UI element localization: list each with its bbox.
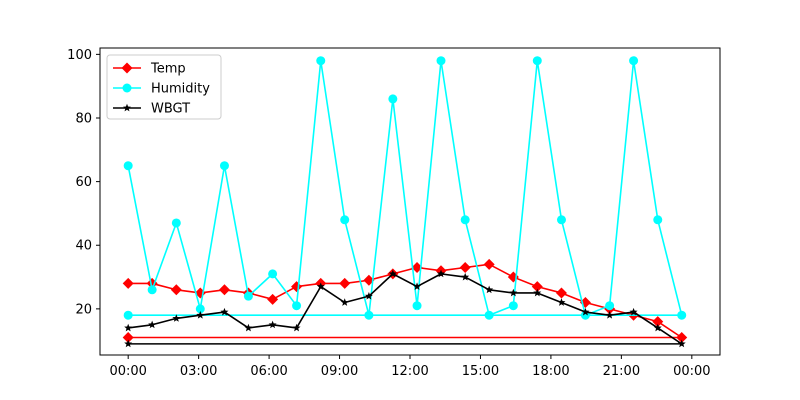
point-humidity-21	[629, 56, 639, 66]
point-humidity-closing	[123, 310, 133, 320]
point-humidity-8	[316, 56, 326, 66]
point-wbgt-16	[509, 288, 518, 297]
point-humidity-15	[484, 310, 494, 320]
x-tick-label: 06:00	[250, 364, 287, 379]
point-wbgt-15	[485, 285, 494, 294]
x-tick-label: 15:00	[462, 364, 499, 379]
legend-swatch-marker	[121, 62, 133, 74]
x-tick-label: 21:00	[603, 364, 640, 379]
y-tick-label: 60	[75, 175, 92, 190]
point-wbgt-4	[220, 307, 229, 316]
point-wbgt-10	[364, 291, 373, 300]
point-humidity-0	[123, 161, 133, 171]
point-wbgt-closing	[124, 339, 133, 348]
point-humidity-10	[364, 310, 374, 320]
point-humidity-6	[268, 269, 278, 279]
point-wbgt-13	[437, 269, 445, 278]
legend-swatch-marker	[122, 83, 132, 93]
y-tick-label: 20	[75, 302, 92, 317]
point-temp-4	[218, 284, 230, 296]
y-tick-label: 100	[67, 48, 92, 63]
point-wbgt-9	[340, 298, 349, 306]
x-tick-label: 00:00	[109, 364, 146, 379]
point-temp-14	[459, 262, 471, 274]
point-temp-9	[339, 277, 351, 289]
series-line-temp	[128, 263, 683, 339]
point-wbgt-6	[268, 320, 277, 329]
point-temp-6	[267, 293, 279, 305]
legend-label: WBGT	[151, 102, 190, 117]
point-temp-17	[531, 281, 543, 293]
point-humidity-18	[556, 215, 566, 225]
point-temp-22	[652, 316, 664, 328]
point-wbgt-0	[124, 323, 133, 332]
point-humidity-4	[219, 161, 229, 171]
point-wbgt-5	[244, 323, 253, 332]
point-temp-15	[483, 258, 495, 270]
point-wbgt-12	[413, 282, 422, 290]
point-wbgt-21	[629, 307, 638, 316]
point-wbgt-17	[533, 288, 542, 297]
point-wbgt-11	[388, 269, 397, 278]
x-tick-label: 03:00	[180, 364, 217, 379]
series-humidity	[123, 56, 687, 320]
point-temp-10	[363, 274, 375, 286]
point-humidity-7	[292, 301, 302, 311]
legend-entry-humidity: Humidity	[113, 82, 210, 97]
point-humidity-23	[677, 310, 687, 320]
legend-entry-wbgt: WBGT	[113, 102, 190, 117]
point-humidity-2	[171, 218, 181, 228]
point-wbgt-22	[653, 323, 662, 332]
legend-label: Temp	[150, 62, 186, 77]
x-tick-label: 18:00	[532, 364, 569, 379]
point-temp-23	[676, 332, 688, 344]
point-wbgt-2	[172, 314, 181, 322]
point-temp-0	[122, 277, 134, 289]
point-humidity-1	[147, 285, 157, 295]
point-wbgt-19	[581, 307, 590, 316]
point-temp-closing	[122, 332, 134, 344]
point-humidity-11	[388, 94, 398, 104]
point-wbgt-14	[461, 272, 470, 281]
point-humidity-17	[532, 56, 542, 66]
point-humidity-5	[243, 291, 253, 301]
point-wbgt-1	[148, 320, 157, 329]
ticks: 00:00 03:00 06:00 09:00 12:00 15:00 18:00 21:00…	[67, 48, 710, 379]
x-tick-label: 12:00	[391, 364, 428, 379]
point-wbgt-18	[557, 298, 566, 306]
point-temp-2	[170, 284, 182, 296]
point-humidity-20	[605, 301, 615, 311]
legend-entry-temp: Temp	[113, 62, 186, 77]
legend-label: Humidity	[151, 82, 210, 97]
x-tick-label: 09:00	[321, 364, 358, 379]
point-temp-7	[291, 281, 303, 293]
point-humidity-12	[412, 301, 422, 311]
point-humidity-14	[460, 215, 470, 225]
y-tick-label: 40	[75, 239, 92, 254]
legend: Temp Humidity WBGT	[106, 54, 222, 120]
plot-area	[122, 56, 688, 348]
x-tick-label: 00:00	[673, 364, 710, 379]
point-humidity-3	[195, 304, 205, 314]
point-humidity-9	[340, 215, 350, 225]
point-wbgt-23	[677, 339, 686, 348]
point-humidity-13	[436, 56, 446, 66]
point-wbgt-3	[196, 311, 205, 319]
point-temp-18	[555, 287, 567, 299]
y-tick-label: 80	[75, 111, 92, 126]
point-wbgt-7	[292, 323, 301, 332]
point-humidity-22	[653, 215, 663, 225]
series-wbgt	[124, 269, 686, 348]
point-wbgt-20	[605, 311, 614, 319]
series-line-wbgt	[128, 273, 683, 345]
point-humidity-16	[508, 301, 518, 311]
legend-swatch-marker	[123, 103, 131, 112]
legend-box	[106, 54, 222, 120]
point-wbgt-8	[316, 282, 325, 290]
